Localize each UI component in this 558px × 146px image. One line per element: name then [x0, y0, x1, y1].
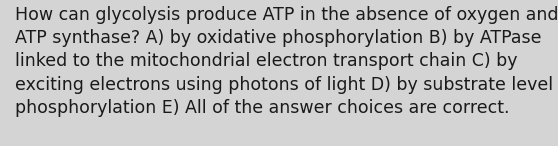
Text: How can glycolysis produce ATP in the absence of oxygen and
ATP synthase? A) by : How can glycolysis produce ATP in the ab… [16, 6, 558, 117]
